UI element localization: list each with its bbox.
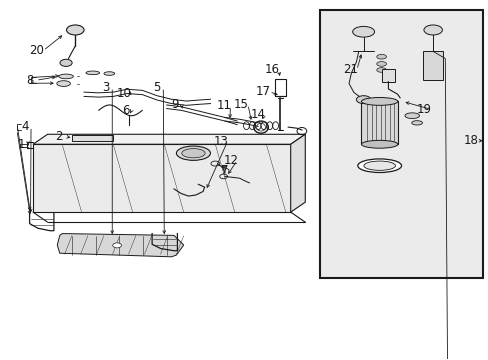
Ellipse shape [352,26,374,37]
Text: 15: 15 [234,98,248,111]
Ellipse shape [182,149,204,158]
Text: 1: 1 [18,139,25,152]
Bar [423,51,442,80]
Text: 18: 18 [463,134,478,147]
Ellipse shape [113,243,121,248]
Ellipse shape [66,25,84,35]
Ellipse shape [86,71,100,75]
Bar [381,69,394,82]
Text: 14: 14 [250,108,265,121]
Ellipse shape [376,62,386,66]
Bar [72,135,113,141]
Text: 21: 21 [342,63,357,76]
Text: 7: 7 [221,164,228,177]
Text: 8: 8 [26,74,33,87]
Text: 4: 4 [21,120,28,133]
Ellipse shape [363,161,395,170]
Ellipse shape [60,59,72,66]
Text: 5: 5 [153,81,161,94]
Text: 3: 3 [102,81,109,94]
Ellipse shape [376,68,386,72]
Ellipse shape [104,72,115,75]
Text: 9: 9 [171,99,179,112]
Text: 16: 16 [264,63,279,76]
Polygon shape [290,134,305,212]
Bar [361,102,397,144]
Text: 12: 12 [223,154,238,167]
Ellipse shape [376,54,386,59]
Ellipse shape [57,81,70,86]
Bar [319,10,482,278]
Text: 2: 2 [55,130,62,143]
Ellipse shape [411,121,422,125]
Text: 10: 10 [116,87,131,100]
Text: 17: 17 [255,85,270,98]
Ellipse shape [59,74,73,79]
Ellipse shape [404,113,419,118]
Ellipse shape [176,146,210,160]
Polygon shape [33,134,305,144]
Ellipse shape [361,140,397,148]
Text: 11: 11 [216,99,231,112]
Ellipse shape [357,159,401,172]
Text: 6: 6 [122,104,129,117]
Bar [274,79,286,96]
Text: 13: 13 [213,135,228,148]
Text: 20: 20 [29,44,44,57]
Ellipse shape [423,25,442,35]
Ellipse shape [356,96,370,104]
Polygon shape [57,234,183,257]
Text: 19: 19 [416,103,431,116]
Ellipse shape [361,98,397,105]
Polygon shape [33,144,290,212]
